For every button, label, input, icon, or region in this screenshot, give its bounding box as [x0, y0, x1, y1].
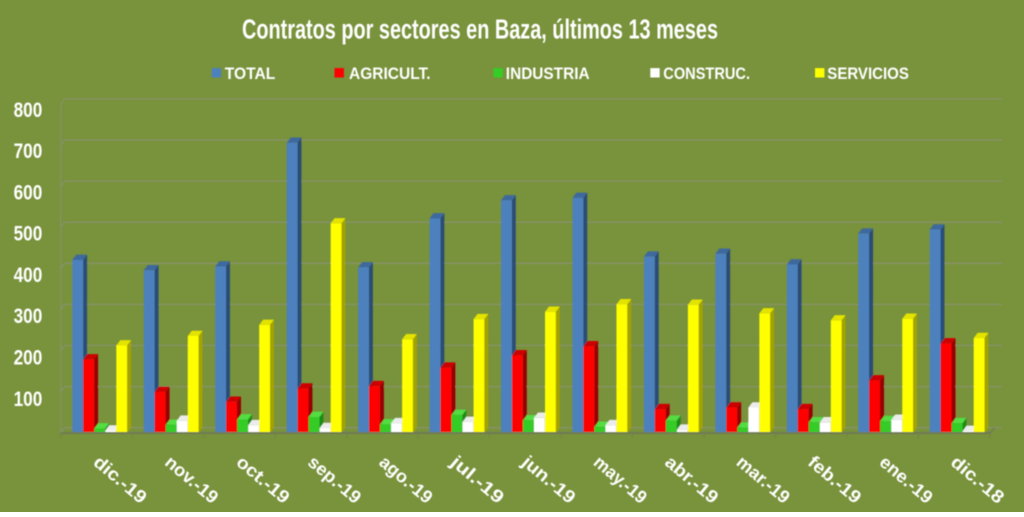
svg-text:800: 800	[14, 99, 43, 122]
svg-text:SERVICIOS: SERVICIOS	[827, 64, 909, 83]
svg-text:300: 300	[14, 305, 43, 328]
svg-text:200: 200	[14, 347, 43, 370]
svg-text:AGRICULT.: AGRICULT.	[349, 64, 431, 83]
svg-text:500: 500	[14, 223, 43, 246]
svg-text:Contratos por sectores en Baza: Contratos por sectores en Baza, últimos …	[242, 14, 718, 45]
svg-text:CONSTRUC.: CONSTRUC.	[663, 64, 750, 83]
svg-text:TOTAL: TOTAL	[225, 64, 276, 83]
svg-text:INDUSTRIA: INDUSTRIA	[506, 64, 590, 83]
svg-text:700: 700	[14, 140, 43, 163]
svg-text:400: 400	[14, 264, 43, 287]
svg-text:600: 600	[14, 181, 43, 204]
svg-text:100: 100	[14, 388, 43, 411]
